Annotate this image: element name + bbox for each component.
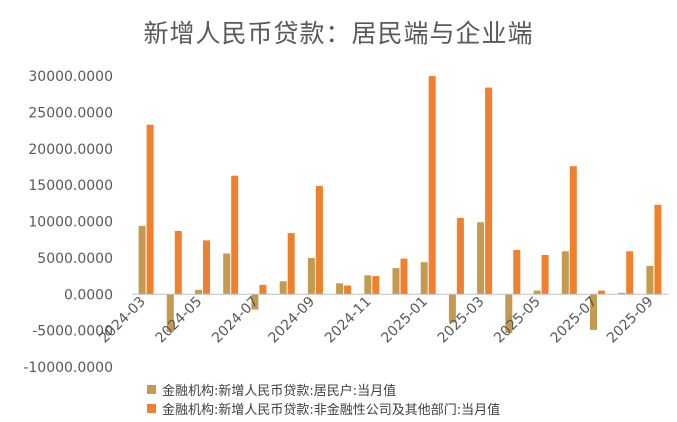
bar-household [477, 222, 485, 295]
bar-enterprise [287, 233, 295, 295]
bar-household [448, 294, 456, 323]
bar-household [279, 281, 287, 295]
y-tick-label: 10000.0000 [28, 215, 113, 231]
legend-swatch-enterprise [147, 404, 156, 413]
y-tick-label: 15000.0000 [28, 178, 113, 194]
bar-household [420, 262, 428, 295]
bar-enterprise [428, 76, 436, 295]
legend: 金融机构:新增人民币贷款:居民户:当月值 金融机构:新增人民币贷款:非金融性公司… [147, 380, 500, 418]
bar-household [618, 292, 626, 295]
bar-household [505, 294, 513, 333]
bar-household [561, 251, 569, 295]
x-tick-label: 2024-07 [209, 294, 262, 347]
bar-enterprise [569, 166, 577, 295]
bar-household [392, 268, 400, 295]
legend-item-household: 金融机构:新增人民币贷款:居民户:当月值 [147, 380, 500, 399]
bar-household [223, 253, 231, 295]
bar-enterprise [400, 258, 408, 295]
bar-household [590, 294, 597, 330]
y-tick-label: 20000.0000 [28, 142, 113, 158]
bar-household [195, 289, 202, 295]
x-tick-label: 2025-05 [491, 294, 544, 347]
bar-household [646, 265, 654, 295]
bar-household [251, 294, 259, 310]
x-tick-label: 2024-05 [153, 294, 206, 347]
bar-chart: -10000.0000 -5000.0000 0.0000 5000.0000 1000… [23, 69, 668, 376]
bar-household [166, 294, 174, 333]
legend-swatch-household [147, 385, 156, 394]
y-tick-label: 0.0000 [64, 287, 113, 303]
bar-household [533, 290, 541, 295]
y-tick-label: 25000.0000 [28, 105, 113, 121]
legend-label-household: 金融机构:新增人民币贷款:居民户:当月值 [162, 384, 397, 399]
bar-household [364, 275, 372, 295]
bar-enterprise [259, 284, 267, 295]
bar-enterprise [626, 251, 634, 295]
bar-enterprise [344, 285, 352, 295]
chart-title: 新增人民币贷款：居民端与企业端 [143, 19, 534, 48]
bar-enterprise [203, 240, 210, 295]
bar-household [336, 283, 344, 295]
y-tick-label: 5000.0000 [37, 251, 113, 267]
x-tick-label: 2025-03 [435, 294, 488, 347]
bar-enterprise [541, 255, 549, 295]
bar-enterprise [231, 175, 239, 295]
bar-enterprise [456, 217, 464, 295]
bar-enterprise [654, 204, 662, 295]
legend-item-enterprise: 金融机构:新增人民币贷款:非金融性公司及其他部门:当月值 [147, 399, 500, 418]
legend-label-enterprise: 金融机构:新增人民币贷款:非金融性公司及其他部门:当月值 [162, 403, 501, 418]
bar-enterprise [598, 290, 605, 295]
x-tick-label: 2024-11 [322, 294, 375, 347]
x-tick-label: 2024-09 [266, 294, 319, 347]
bar-enterprise [174, 231, 182, 295]
bar-enterprise [315, 185, 323, 295]
y-tick-label: -10000.0000 [23, 360, 113, 376]
y-axis-ticks: -10000.0000 -5000.0000 0.0000 5000.0000 1000… [23, 69, 113, 376]
bars [138, 76, 662, 333]
bar-household [138, 225, 146, 295]
bar-household [307, 257, 315, 295]
y-tick-label: 30000.0000 [28, 69, 113, 85]
x-tick-label: 2025-01 [378, 294, 431, 347]
bar-enterprise [485, 87, 493, 295]
bar-enterprise [372, 276, 380, 295]
y-tick-label: -5000.0000 [32, 324, 113, 340]
bar-enterprise [146, 124, 154, 295]
bar-enterprise [513, 249, 521, 295]
x-tick-label: 2025-09 [604, 294, 657, 347]
x-axis-ticks: 2024-03 2024-05 2024-07 2024-09 2024-11 2025-… [96, 294, 656, 347]
